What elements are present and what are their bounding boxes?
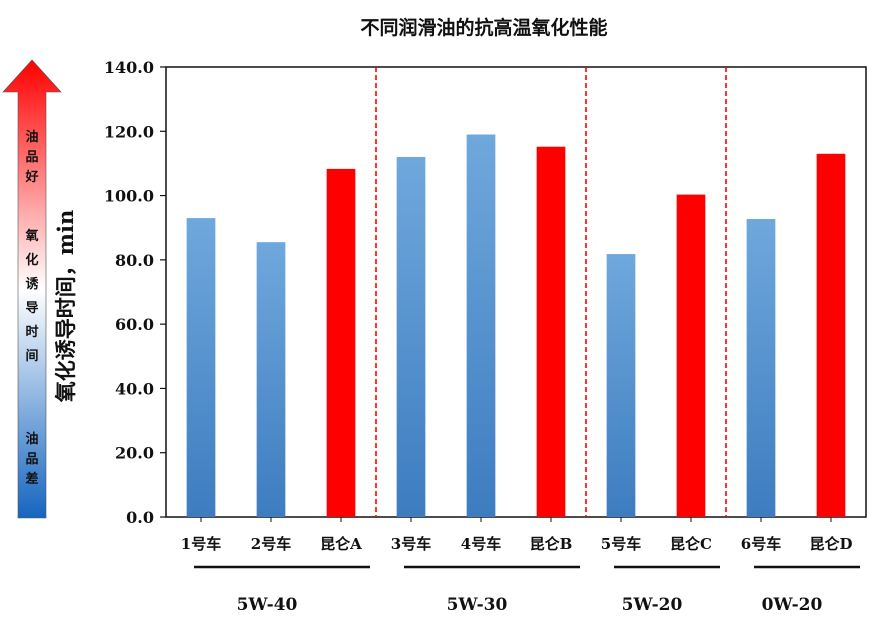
bar — [256, 242, 286, 517]
x-tick-label: 昆仑A — [320, 535, 362, 553]
bar — [326, 168, 356, 517]
arrow-label-char: 导 — [25, 301, 38, 316]
y-tick-label: 20.0 — [115, 444, 154, 463]
chart-title: 不同润滑油的抗高温氧化性能 — [360, 16, 607, 39]
arrow-label-char: 诱 — [25, 276, 39, 292]
x-tick-label: 1号车 — [181, 535, 221, 553]
y-tick-label: 140.0 — [104, 58, 154, 77]
y-axis-label: 氧化诱导时间，min — [53, 210, 78, 402]
y-tick-label: 120.0 — [104, 122, 154, 141]
arrow-bottom-label: 油品差 — [25, 431, 38, 487]
group-label: 5W-20 — [622, 595, 683, 615]
group-separators — [375, 67, 727, 517]
group-label: 5W-40 — [237, 595, 298, 615]
bar — [396, 157, 426, 517]
bar — [186, 218, 216, 518]
x-tick-label: 昆仑B — [530, 535, 573, 553]
group-label: 0W-20 — [762, 595, 823, 615]
arrow-label-char: 品 — [25, 150, 38, 165]
x-tick-label: 6号车 — [741, 535, 781, 553]
arrow-label-char: 差 — [25, 471, 38, 487]
bar — [606, 254, 636, 518]
bar — [466, 134, 496, 517]
x-tick-label: 3号车 — [391, 535, 431, 553]
arrow-top-label: 油品好 — [24, 129, 38, 185]
arrow-label-char: 化 — [25, 252, 38, 268]
group-label: 5W-30 — [447, 595, 508, 615]
arrow-label-char: 品 — [25, 452, 38, 467]
y-tick-label: 60.0 — [115, 315, 154, 334]
bars — [186, 134, 846, 518]
group-labels: 5W-40 5W-30 5W-20 0W-20 — [194, 565, 860, 615]
x-tick-label: 4号车 — [461, 535, 501, 553]
x-tick-label: 2号车 — [251, 535, 291, 553]
quality-arrow: 油品好 氧化诱导时间 油品差 — [2, 59, 62, 519]
arrow-label-char: 油 — [25, 431, 38, 447]
y-tick-label: 40.0 — [115, 379, 154, 398]
arrow-label-char: 氧 — [24, 228, 38, 244]
x-tick-label: 5号车 — [601, 535, 641, 553]
bar — [536, 146, 566, 517]
bar — [746, 219, 776, 518]
arrow-label-char: 时 — [25, 324, 38, 340]
y-tick-label: 0.0 — [126, 508, 154, 527]
x-axis: 1号车 2号车 昆仑A 3号车 4号车 昆仑B 5号车 昆仑C 6号车 昆仑D — [181, 517, 853, 553]
x-tick-label: 昆仑D — [809, 535, 852, 553]
arrow-label-char: 好 — [24, 169, 38, 185]
arrow-label-char: 油 — [25, 129, 38, 145]
y-axis: 0.0 20.0 40.0 60.0 80.0 100.0 120.0 140.0 — [104, 58, 166, 527]
arrow-middle-label: 氧化诱导时间 — [24, 228, 39, 364]
y-tick-label: 100.0 — [104, 187, 154, 206]
arrow-label-char: 间 — [25, 348, 38, 364]
bar — [676, 194, 706, 517]
y-tick-label: 80.0 — [115, 251, 154, 270]
bar — [816, 153, 846, 518]
x-tick-label: 昆仑C — [670, 535, 712, 553]
arrow-shape — [2, 59, 62, 519]
